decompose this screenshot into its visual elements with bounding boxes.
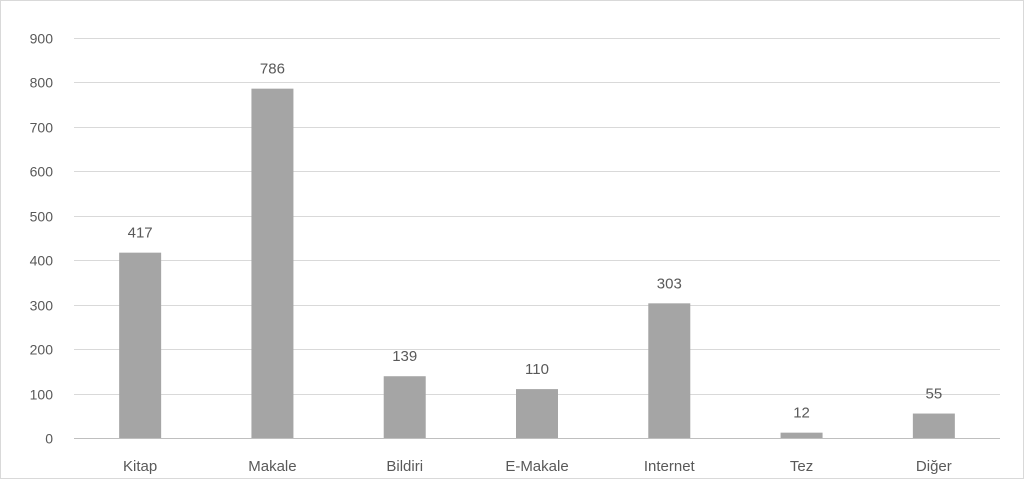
- bars: [119, 88, 955, 439]
- y-tick-label: 700: [30, 120, 54, 136]
- bar-bildiri: [383, 376, 426, 438]
- y-tick-label: 600: [30, 164, 54, 180]
- x-tick-label: Kitap: [123, 458, 157, 475]
- bar-makale: [251, 88, 294, 439]
- x-tick-label: Tez: [790, 458, 813, 475]
- y-tick-label: 800: [30, 75, 54, 91]
- y-tick-label: 0: [45, 431, 53, 447]
- x-tick-label: Makale: [248, 458, 296, 475]
- data-label: 110: [525, 361, 549, 378]
- bar-tez: [780, 432, 823, 438]
- x-tick-label: E-Makale: [505, 458, 568, 475]
- data-label: 55: [926, 386, 943, 403]
- data-labels: 417 786 139 110 303 12 55: [128, 61, 943, 422]
- bar-e-makale: [516, 389, 558, 438]
- data-label: 417: [128, 225, 153, 242]
- data-label: 139: [392, 348, 417, 365]
- x-axis-tick-labels: Kitap Makale Bildiri E-Makale Internet Tez Diğ…: [123, 458, 952, 475]
- y-tick-label: 300: [30, 298, 54, 314]
- y-tick-label: 500: [30, 209, 54, 225]
- bar-kitap: [119, 252, 162, 438]
- x-tick-label: Internet: [644, 458, 696, 475]
- y-axis-tick-labels: 0 100 200 300 400 500 600 700 800 900: [30, 31, 54, 447]
- y-tick-label: 100: [30, 387, 54, 403]
- data-label: 12: [793, 405, 810, 422]
- x-tick-label: Diğer: [916, 458, 952, 475]
- data-label: 303: [657, 275, 682, 292]
- x-tick-label: Bildiri: [386, 458, 423, 475]
- gridlines: [74, 38, 1000, 439]
- y-tick-label: 200: [30, 342, 54, 358]
- data-label: 786: [260, 61, 285, 78]
- y-tick-label: 900: [30, 31, 54, 47]
- bar-diğer: [912, 413, 955, 438]
- bar-internet: [648, 303, 691, 438]
- y-tick-label: 400: [30, 253, 54, 269]
